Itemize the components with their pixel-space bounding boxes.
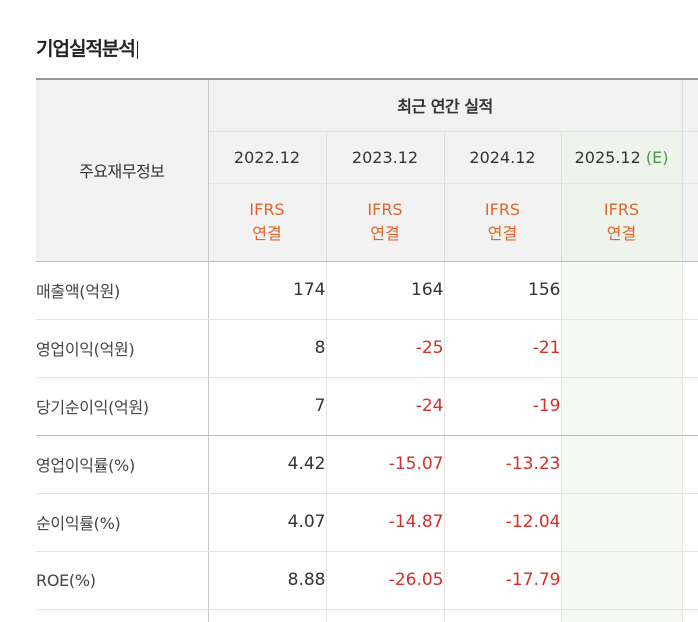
value-cell: 7 [208,377,327,436]
table-row-net-income: 당기순이익(억원) 7 -24 -19 [36,377,698,436]
estimate-cell [561,261,683,320]
table-row-roe: ROE(%) 8.88 -26.05 -17.79 [36,551,698,610]
header-row-years: 2022.12 2023.12 2024.12 2025.12 (E) [36,131,698,184]
value-cell: 4.07 [208,493,327,552]
overflow-cell [682,261,698,320]
estimate-cell [561,551,683,610]
value-cell: -13.23 [444,435,562,494]
accounting-standard-estimate: IFRS 연결 [561,183,683,262]
table-row-operating-profit: 영업이익(억원) 8 -25 -21 [36,319,698,378]
value-cell [326,609,445,622]
year-header: 2024.12 [444,131,562,184]
value-cell [208,609,327,622]
row-label: 매출액(억원) [36,261,209,320]
table-row-revenue: 매출액(억원) 174 164 156 [36,261,698,320]
section-title: 기업실적분석 [36,34,138,61]
row-label: 당기순이익(억원) [36,377,209,436]
estimate-cell [561,435,683,494]
row-label: 순이익률(%) [36,493,209,552]
value-cell: -25 [326,319,445,378]
value-cell: 4.42 [208,435,327,494]
year-label: 2023.12 [351,147,419,167]
value-cell: -26.05 [326,551,445,610]
value-cell: -17.79 [444,551,562,610]
value-cell [444,609,562,622]
overflow-cell [682,435,698,494]
accounting-standard: IFRS 연결 [326,183,445,262]
year-header: 2023.12 [326,131,445,184]
year-header: 2022.12 [208,131,327,184]
annual-group-header: 최근 연간 실적 [208,78,683,132]
estimate-cell [561,493,683,552]
value-cell: -24 [326,377,445,436]
year-label: 2022.12 [233,147,301,167]
standard-type: IFRS [603,200,640,219]
estimate-cell [561,319,683,378]
year-label: 2025.12 [574,147,641,167]
standard-type: IFRS [249,200,285,219]
estimate-marker: (E) [645,147,669,167]
standard-scope: 연결 [487,224,518,243]
value-cell: 174 [208,261,327,320]
table-row-net-margin: 순이익률(%) 4.07 -14.87 -12.04 [36,493,698,552]
table-row-operating-margin: 영업이익률(%) 4.42 -15.07 -13.23 [36,435,698,494]
label-column-header: 주요재무정보 [36,78,209,262]
value-cell: -19 [444,377,562,436]
next-group-header [681,78,698,132]
header-row-group: 주요재무정보 최근 연간 실적 [36,78,698,262]
accounting-standard: IFRS 연결 [208,183,327,262]
standard-type: IFRS [484,200,521,219]
value-cell: 156 [444,261,562,320]
value-cell: 8 [208,319,327,378]
row-label: 영업이익(억원) [36,319,209,378]
value-cell: 164 [326,261,445,320]
year-header-estimate: 2025.12 (E) [561,131,683,184]
overflow-cell [682,551,698,610]
row-label [36,609,209,622]
value-cell: -12.04 [444,493,562,552]
estimate-cell [561,377,683,436]
section-title-text: 기업실적분석 [36,38,136,60]
row-label: 영업이익률(%) [36,435,209,494]
table-row-partial [36,609,698,622]
header-row-standard: IFRS 연결 IFRS 연결 IFRS 연결 IFRS 연결 [36,183,698,262]
overflow-cell [682,377,698,436]
standard-type: IFRS [367,200,403,219]
row-label: ROE(%) [36,551,209,610]
next-year-header [682,131,698,184]
standard-scope: 연결 [252,224,282,243]
accounting-standard: IFRS 연결 [444,183,562,262]
value-cell: -15.07 [326,435,445,494]
value-cell: 8.88 [208,551,327,610]
overflow-cell [682,493,698,552]
financial-table: 주요재무정보 최근 연간 실적 2022.12 2023.12 2024.12 … [36,78,698,622]
standard-scope: 연결 [370,224,400,243]
value-cell: -21 [444,319,562,378]
standard-scope: 연결 [606,224,637,243]
overflow-cell [682,609,698,622]
next-standard-header [682,183,698,262]
estimate-cell [561,609,683,622]
title-cursor-mark [136,40,138,59]
year-label: 2024.12 [469,147,536,167]
value-cell: -14.87 [326,493,445,552]
overflow-cell [682,319,698,378]
